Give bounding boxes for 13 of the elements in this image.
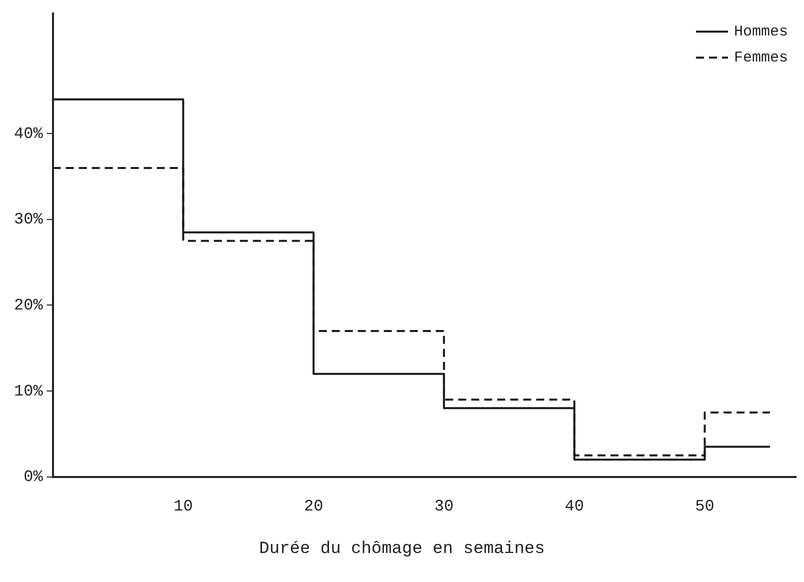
x-axis-title: Durée du chômage en semaines [258,540,546,559]
y-tick-label: 0% [24,468,44,486]
x-tick-label: 30 [434,498,454,516]
legend-label: Femmes [734,50,788,67]
y-tick-label: 30% [14,210,44,229]
x-tick-label: 50 [695,498,714,516]
y-tick-label: 10% [14,382,44,400]
y-tick-label: 40% [14,124,44,143]
x-tick-label: 10 [174,498,193,516]
legend-label: Hommes [734,24,788,41]
x-tick-label: 40 [564,498,584,516]
y-tick-label: 20% [14,296,44,314]
x-tick-label: 20 [304,498,324,516]
